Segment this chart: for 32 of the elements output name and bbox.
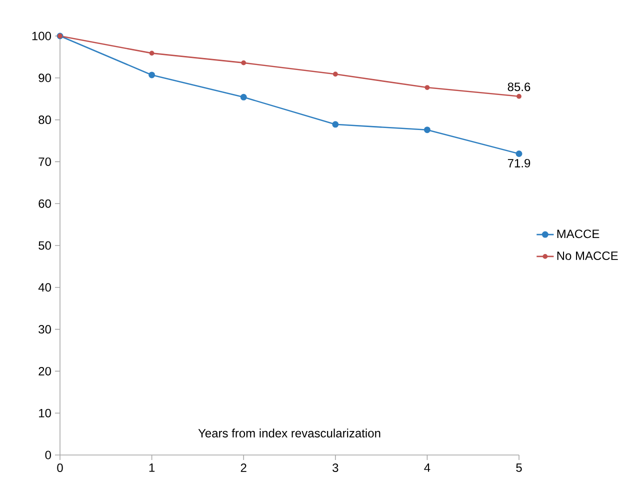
annotation: 85.6: [508, 82, 530, 92]
y-tick-label: 100: [32, 32, 52, 40]
x-tick-label: 0: [57, 464, 63, 472]
x-axis-title: Years from index revascularization: [198, 428, 380, 438]
point: [516, 150, 522, 157]
point: [240, 94, 247, 100]
y-tick-label: 50: [38, 241, 52, 250]
x-tick-label: 3: [332, 464, 338, 472]
y-tick-label: 20: [38, 366, 52, 376]
x-tick-label: 1: [149, 464, 155, 472]
x-tick-label: 4: [424, 464, 430, 472]
y-tick-label: 80: [38, 116, 52, 124]
y-tick-label: 70: [38, 157, 52, 166]
point: [332, 121, 339, 128]
y-tick-label: 60: [38, 199, 52, 208]
point: [241, 60, 246, 66]
x-tick-label: 5: [516, 464, 522, 472]
legend-label: No MACCE: [557, 252, 618, 260]
point: [148, 72, 156, 78]
annotation: 71.9: [508, 158, 530, 168]
y-tick-label: 40: [38, 283, 52, 292]
point: [332, 72, 338, 77]
point: [149, 50, 154, 56]
x-tick-label: 2: [240, 464, 246, 472]
legend-label: MACCE: [557, 230, 600, 238]
y-tick-label: 0: [45, 450, 52, 460]
point: [424, 126, 430, 134]
point: [516, 94, 522, 99]
y-tick-label: 90: [38, 74, 52, 82]
point: [424, 85, 430, 90]
y-tick-label: 30: [38, 325, 52, 334]
y-tick-label: 10: [39, 408, 52, 418]
